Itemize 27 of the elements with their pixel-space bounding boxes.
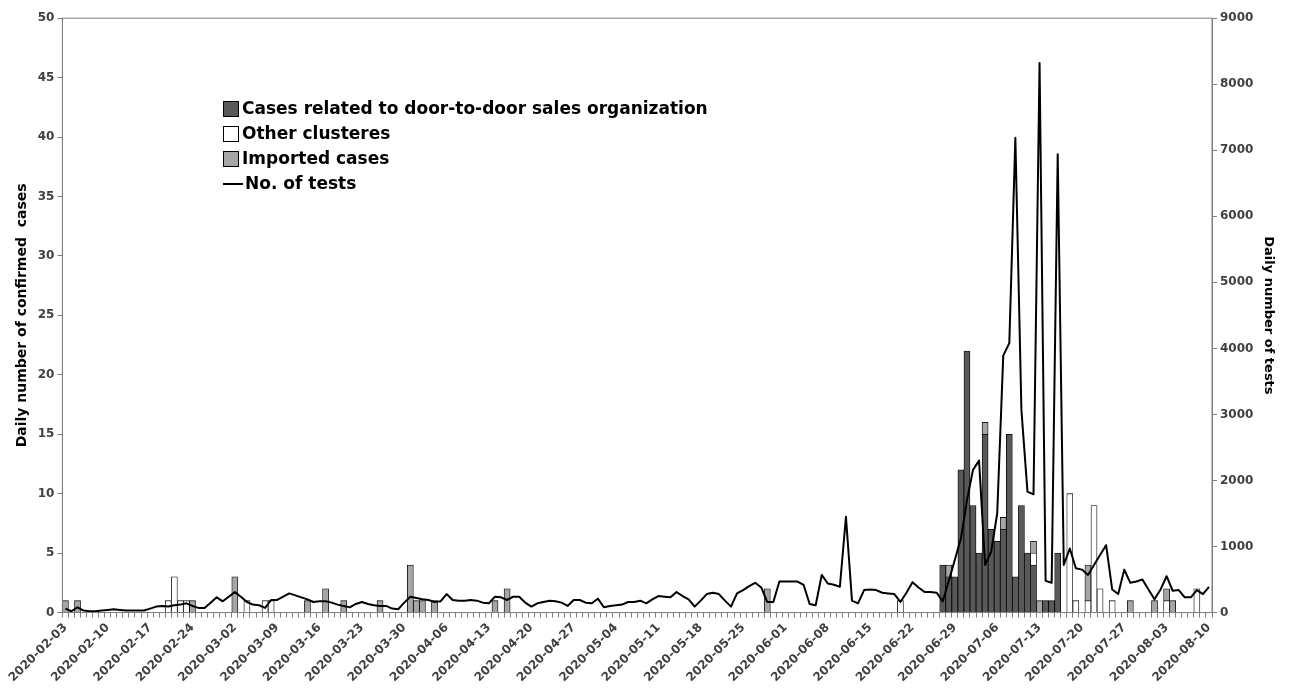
y-axis-title: Daily number of confirmed cases (12, 183, 29, 448)
y2-tick-label: 3000 (1220, 406, 1254, 421)
y2-tick-label: 1000 (1220, 538, 1254, 553)
y2-tick-label: 0 (1220, 604, 1229, 619)
y2-axis-title: Daily number of tests (1261, 236, 1277, 395)
y-tick-label: 20 (37, 366, 55, 381)
y2-tick-label: 4000 (1220, 340, 1254, 355)
y-tick-label: 45 (37, 69, 55, 84)
y-tick-label: 50 (37, 10, 55, 25)
y-tick-label: 30 (37, 248, 55, 263)
y2-tick-label: 8000 (1220, 76, 1254, 91)
y2-tick-label: 7000 (1220, 142, 1254, 157)
y2-tick-label: 9000 (1220, 10, 1254, 25)
y2-tick-label: 2000 (1220, 472, 1254, 487)
y-tick-label: 5 (46, 545, 55, 560)
legend-label: Cases related to door-to-door sales organization (242, 97, 708, 120)
y-tick-label: 10 (37, 485, 55, 500)
y-tick-label: 40 (37, 129, 55, 144)
legend-label: Other clusteres (242, 122, 391, 145)
y-tick-label: 25 (37, 307, 55, 322)
y2-tick-label: 5000 (1220, 274, 1254, 289)
y-tick-label: 35 (37, 188, 55, 203)
y-tick-label: 0 (46, 604, 55, 619)
legend-label: No. of tests (245, 172, 357, 195)
legend-label: Imported cases (242, 147, 390, 170)
y-tick-label: 15 (37, 426, 55, 441)
y2-tick-label: 6000 (1220, 208, 1254, 223)
